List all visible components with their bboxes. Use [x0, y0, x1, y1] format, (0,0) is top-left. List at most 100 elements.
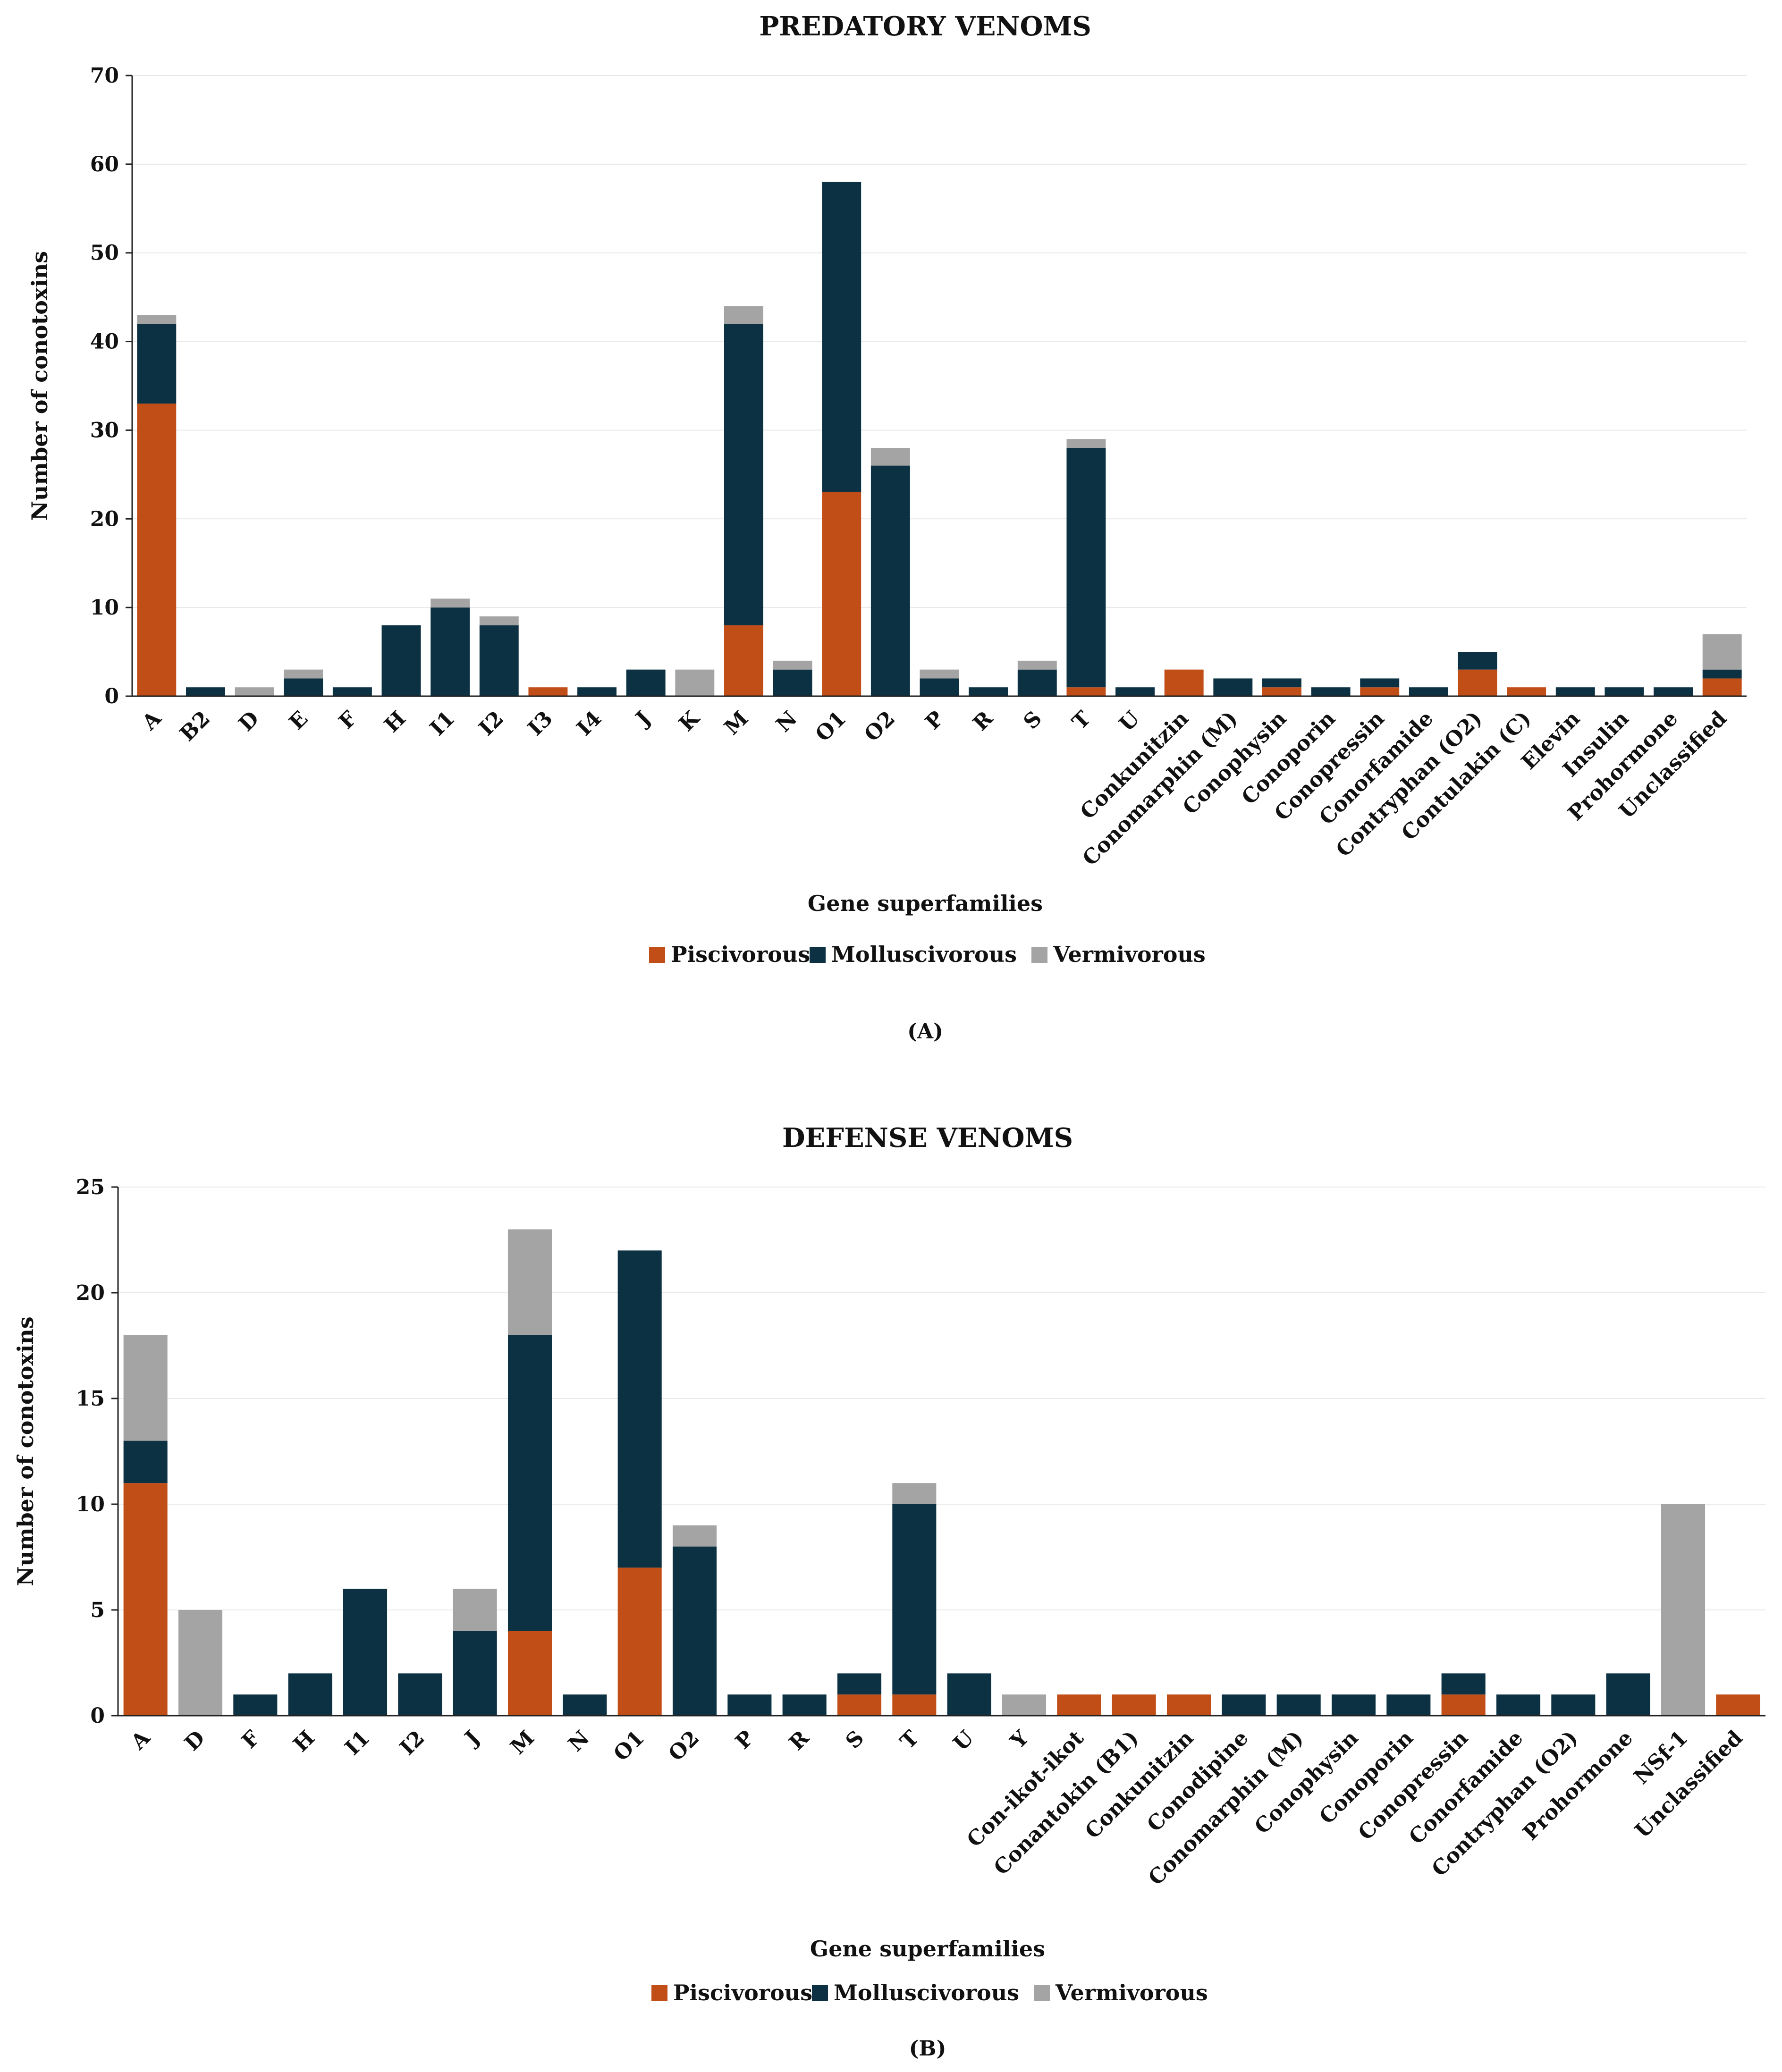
bar-vermivorous-o2	[672, 1525, 717, 1547]
bar-molluscivorous-prohormone	[1654, 687, 1693, 696]
bar-molluscivorous-i2	[479, 625, 519, 696]
bar-molluscivorous-n	[563, 1694, 607, 1716]
bar-vermivorous-i2	[479, 616, 519, 625]
y-tick-label: 20	[76, 1281, 105, 1305]
legend-label: Piscivorous	[673, 1980, 812, 2005]
bar-molluscivorous-o1	[617, 1250, 662, 1568]
y-axis-title: Number of conotoxins	[27, 251, 52, 521]
bar-molluscivorous-r	[969, 687, 1008, 696]
legend-swatch-molluscivorous	[812, 1985, 828, 2001]
x-category-label: J	[459, 1726, 484, 1752]
bar-piscivorous-m	[724, 625, 763, 696]
x-category-label: S	[1019, 707, 1047, 734]
x-category-label: M	[720, 707, 753, 740]
bar-vermivorous-j	[453, 1589, 497, 1631]
x-category-label: U	[1115, 707, 1144, 736]
x-category-label: H	[380, 707, 410, 737]
bar-molluscivorous-n	[773, 669, 812, 696]
x-category-label: I1	[340, 1726, 374, 1760]
x-category-label: O2	[860, 707, 900, 747]
bar-molluscivorous-o1	[822, 182, 861, 492]
x-category-label: O1	[609, 1726, 649, 1766]
bar-piscivorous-o1	[617, 1567, 662, 1716]
x-category-label: P	[921, 707, 948, 734]
bar-molluscivorous-i1	[343, 1589, 388, 1716]
legend-swatch-molluscivorous	[810, 947, 826, 963]
bar-piscivorous-conantokin-b1-	[1112, 1694, 1156, 1716]
bar-molluscivorous-a	[123, 1440, 168, 1483]
bar-molluscivorous-conopressin	[1360, 678, 1400, 688]
x-category-label: J	[630, 707, 655, 732]
bar-molluscivorous-b2	[186, 687, 225, 696]
bar-molluscivorous-i4	[577, 687, 617, 696]
x-category-label: F	[237, 1726, 264, 1753]
legend-swatch-piscivorous	[649, 947, 665, 963]
x-category-label: O1	[811, 707, 851, 747]
y-tick-label: 60	[90, 152, 119, 177]
legend-label: Molluscivorous	[834, 1980, 1019, 2005]
x-category-label: T	[1067, 707, 1095, 734]
x-category-label: N	[771, 707, 802, 737]
bar-molluscivorous-h	[381, 625, 421, 696]
x-category-label: R	[785, 1726, 814, 1755]
bar-piscivorous-m	[507, 1631, 552, 1716]
legend-swatch-vermivorous	[1031, 947, 1047, 963]
panel-label: (A)	[907, 1019, 943, 1044]
bar-molluscivorous-m	[507, 1335, 552, 1631]
bar-vermivorous-d	[178, 1610, 223, 1716]
x-category-label: B2	[175, 707, 215, 746]
x-category-label: I3	[523, 707, 557, 741]
bar-molluscivorous-e	[284, 678, 323, 696]
x-category-label: T	[895, 1726, 923, 1754]
x-category-label: I1	[425, 707, 459, 741]
y-tick-label: 5	[90, 1598, 105, 1622]
y-tick-label: 70	[90, 64, 119, 88]
bar-vermivorous-k	[675, 669, 715, 696]
bar-vermivorous-s	[1017, 660, 1057, 670]
bar-molluscivorous-j	[626, 669, 666, 696]
bar-molluscivorous-conorfamide	[1496, 1694, 1541, 1716]
x-category-label: S	[841, 1726, 869, 1754]
bar-vermivorous-m	[507, 1229, 552, 1335]
bar-molluscivorous-conodipine	[1222, 1694, 1266, 1716]
bar-molluscivorous-conomarphin-m-	[1213, 678, 1253, 696]
bar-molluscivorous-conorfamide	[1409, 687, 1448, 696]
legend: Piscivorous Molluscivorous Vermivorous	[651, 1980, 1208, 2005]
bar-molluscivorous-r	[782, 1694, 827, 1716]
bar-molluscivorous-conophysin	[1331, 1694, 1376, 1716]
bar-vermivorous-n	[773, 660, 812, 670]
y-axis-title: Number of conotoxins	[13, 1316, 38, 1586]
bar-molluscivorous-o2	[672, 1546, 717, 1716]
legend-label: Vermivorous	[1053, 942, 1206, 967]
x-category-label: P	[731, 1726, 759, 1754]
bar-molluscivorous-f	[233, 1694, 278, 1716]
bar-molluscivorous-i2	[398, 1673, 442, 1716]
bar-molluscivorous-conopressin	[1441, 1673, 1486, 1695]
bar-piscivorous-conopressin	[1441, 1694, 1486, 1716]
bar-molluscivorous-f	[332, 687, 372, 696]
bar-molluscivorous-j	[453, 1631, 497, 1716]
chart-panel-a: PREDATORY VENOMS 0 10 20 30 40 50 60 70 Number of…	[27, 11, 1747, 1044]
bar-vermivorous-y	[1002, 1694, 1047, 1716]
bar-vermivorous-t	[1066, 439, 1106, 448]
bar-piscivorous-contulakin-c-	[1507, 687, 1546, 696]
bar-molluscivorous-conophysin	[1262, 678, 1301, 688]
bar-molluscivorous-a	[137, 324, 177, 404]
bar-piscivorous-s	[837, 1694, 882, 1716]
y-tick-label: 0	[104, 684, 119, 708]
bar-vermivorous-unclassified	[1702, 634, 1742, 670]
x-axis-title: Gene superfamilies	[810, 1936, 1045, 1962]
bar-piscivorous-conophysin	[1262, 687, 1301, 696]
bar-molluscivorous-u	[1115, 687, 1155, 696]
bar-piscivorous-conkunitzin	[1166, 1694, 1211, 1716]
bar-vermivorous-i1	[431, 598, 470, 608]
bar-molluscivorous-u	[947, 1673, 991, 1716]
bar-molluscivorous-p	[727, 1694, 772, 1716]
legend-label: Piscivorous	[671, 942, 810, 967]
legend-label: Vermivorous	[1055, 1980, 1208, 2005]
bar-vermivorous-a	[137, 315, 177, 324]
chart-title: DEFENSE VENOMS	[782, 1122, 1073, 1154]
bar-molluscivorous-t	[892, 1504, 937, 1695]
x-category-label: Y	[1005, 1726, 1033, 1753]
legend-label: Molluscivorous	[831, 942, 1017, 967]
